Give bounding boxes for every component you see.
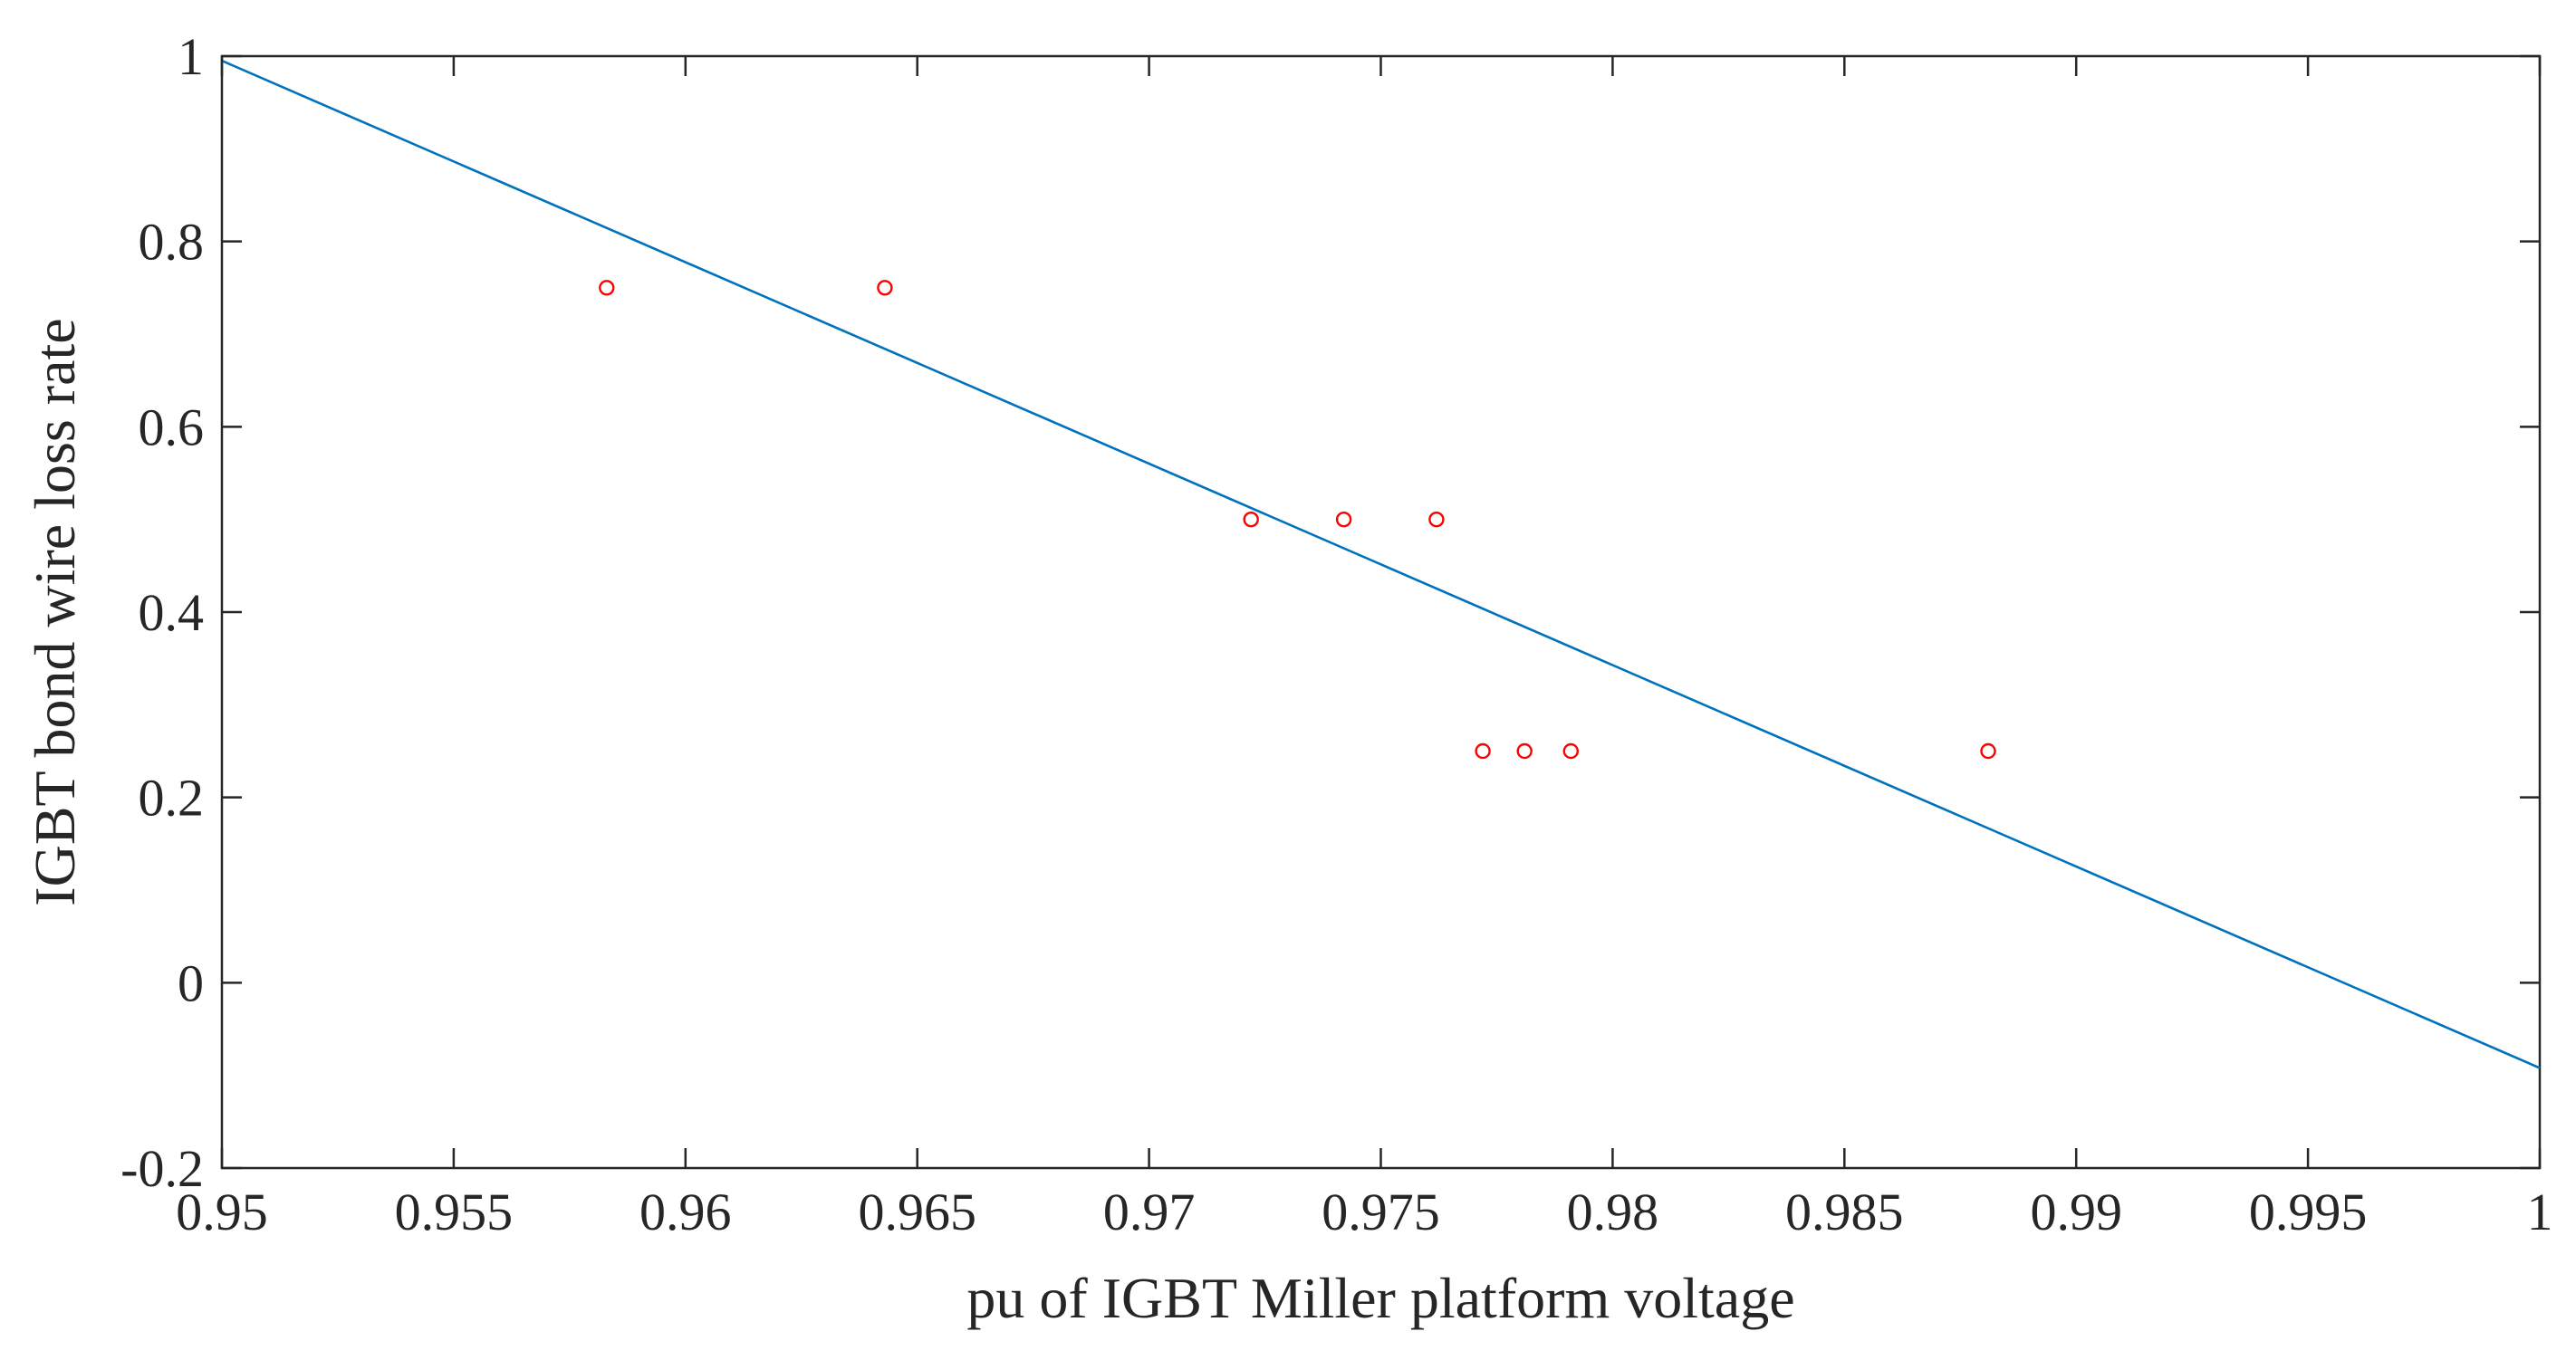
x-tick-label: 0.975 [1322,1183,1440,1241]
data-point [1335,512,1352,528]
plot-area [220,54,2542,1170]
y-axis-ticks: -0.2 0 0.2 0.4 0.6 0.8 1 [120,27,2540,1198]
x-tick-label: 0.95 [176,1183,268,1241]
x-tick-label: 0.99 [2030,1183,2122,1241]
data-point [1475,742,1491,760]
y-axis-label: IGBT bond wire loss rate [23,318,87,905]
x-tick-label: 0.985 [1785,1183,1904,1241]
data-point [1562,742,1580,760]
fit-line [221,59,2541,1069]
data-point [1980,742,1996,760]
scatter-points-layer [599,280,1996,760]
x-tick-label: 1 [2527,1183,2553,1241]
data-point [877,280,893,296]
y-tick-label: 0.4 [139,583,205,642]
x-tick-label: 0.97 [1103,1183,1196,1241]
x-axis-ticks: 0.95 0.955 0.96 0.965 0.97 0.975 0.98 0.985 0.99… [176,56,2553,1241]
y-tick-label: 0.2 [139,769,205,828]
data-point [1516,742,1533,760]
y-tick-label: -0.2 [120,1139,204,1198]
x-tick-label: 0.965 [858,1183,976,1241]
x-tick-label: 0.955 [395,1183,514,1241]
fit-line-layer [221,59,2541,1069]
data-point [599,280,615,296]
x-tick-label: 0.995 [2249,1183,2368,1241]
y-tick-label: 0.8 [139,213,205,272]
y-tick-label: 0.6 [139,397,205,456]
x-axis-label: pu of IGBT Miller platform voltage [966,1266,1794,1330]
plot-frame [220,54,2542,1170]
y-tick-label: 1 [178,27,204,86]
data-point [1243,512,1259,528]
data-point [1428,512,1445,528]
x-tick-label: 0.98 [1567,1183,1659,1241]
x-tick-label: 0.96 [639,1183,732,1241]
y-tick-label: 0 [178,953,204,1012]
